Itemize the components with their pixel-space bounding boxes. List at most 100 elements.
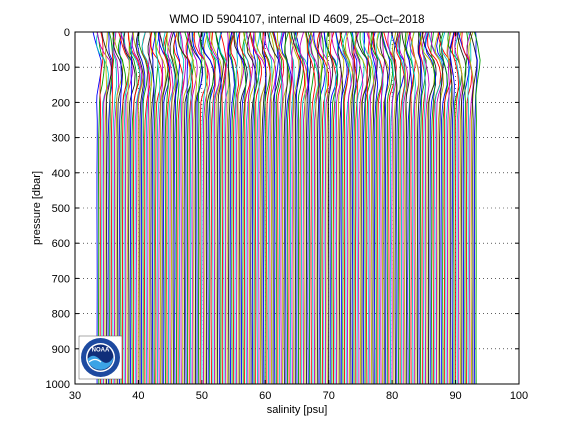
chart-title: WMO ID 5904107, internal ID 4609, 25–Oct… [169,14,424,26]
x-tick-label: 70 [323,390,335,402]
profile-line [397,31,402,385]
x-tick-label: 80 [386,390,398,402]
profile-line [206,31,221,385]
profile-line [439,31,444,385]
profile-line [158,31,169,385]
profile-line [397,31,406,385]
profile-line [316,31,321,385]
profile-line [141,31,152,385]
profile-line [391,31,397,385]
profile-line [99,31,104,385]
profile-line [186,31,198,384]
profile-line [155,31,167,385]
profile-line [96,31,105,385]
profile-line [307,31,316,385]
profile-line [339,31,349,385]
y-tick-label: 400 [52,168,70,180]
profile-line [267,31,281,385]
profile-line [147,31,152,385]
profile-line [173,31,184,385]
profile-line [120,31,134,385]
profile-line [190,31,194,385]
profile-line [219,31,227,385]
profile-line [110,31,115,385]
x-tick-label: 50 [196,390,208,402]
profile-line [404,31,415,385]
x-axis-label: salinity [psu] [267,404,328,416]
profile-line [118,31,130,385]
profile-line [420,31,435,385]
profile-line [249,31,262,385]
profile-line [118,31,123,385]
profile-line [316,31,330,385]
profile-line [273,31,279,385]
profile-line [446,31,453,385]
profile-line [203,31,208,385]
profile-line [326,31,339,385]
profile-line [355,31,371,385]
profile-line [422,31,427,385]
profile-line [254,31,267,385]
profile-line [345,31,354,385]
profile-line [284,31,291,385]
profile-line [418,31,423,385]
profile-line [369,31,375,385]
profile-line [276,31,290,385]
profile-line [371,31,379,384]
noaa-logo: NOAA [78,335,123,380]
profile-line [158,31,164,385]
profile-line [416,31,422,385]
profile-line [131,31,143,385]
profile-line [307,31,316,385]
profile-line [261,31,267,385]
x-tick-label: 60 [259,390,271,402]
profile-line [334,31,339,385]
profile-line [437,31,453,385]
profile-line [252,31,267,385]
profile-line [191,31,203,385]
profile-line [359,31,372,385]
profile-line [342,31,352,385]
profile-line [185,31,194,385]
profile-line [331,31,342,385]
y-tick-label: 0 [64,27,70,39]
profile-line [307,31,319,385]
profile-line [229,31,236,385]
profile-line [224,31,229,385]
profile-line [234,31,238,385]
x-tick-label: 40 [132,390,144,402]
profile-line [228,31,235,385]
profile-line [185,31,189,385]
profile-line [173,31,180,385]
profile-line [242,31,258,384]
profile-line [201,31,207,385]
profile-line [214,31,224,385]
profile-line [147,31,155,385]
profile-line [178,31,185,385]
profile-line [96,31,112,384]
profile-line [210,31,223,385]
profile-line [295,31,306,385]
profile-line [323,31,328,385]
profiles [92,31,481,385]
profile-line [387,31,397,385]
profile-line [280,31,292,385]
profile-line [370,31,383,385]
profile-line [184,31,194,385]
profile-line [441,31,453,385]
profile-line [351,31,365,385]
profile-line [288,31,300,385]
profile-line [304,31,309,385]
profile-line [430,31,444,385]
profile-line [236,31,247,385]
profile-line [461,31,473,385]
profile-line [137,31,146,385]
profile-line [350,31,355,385]
profile-line [238,31,252,385]
profile-line [112,31,118,385]
profile-line [349,31,361,385]
profile-line [320,31,332,385]
profile-line [283,31,288,385]
profile-line [272,31,285,385]
x-tick-label: 100 [510,390,528,402]
